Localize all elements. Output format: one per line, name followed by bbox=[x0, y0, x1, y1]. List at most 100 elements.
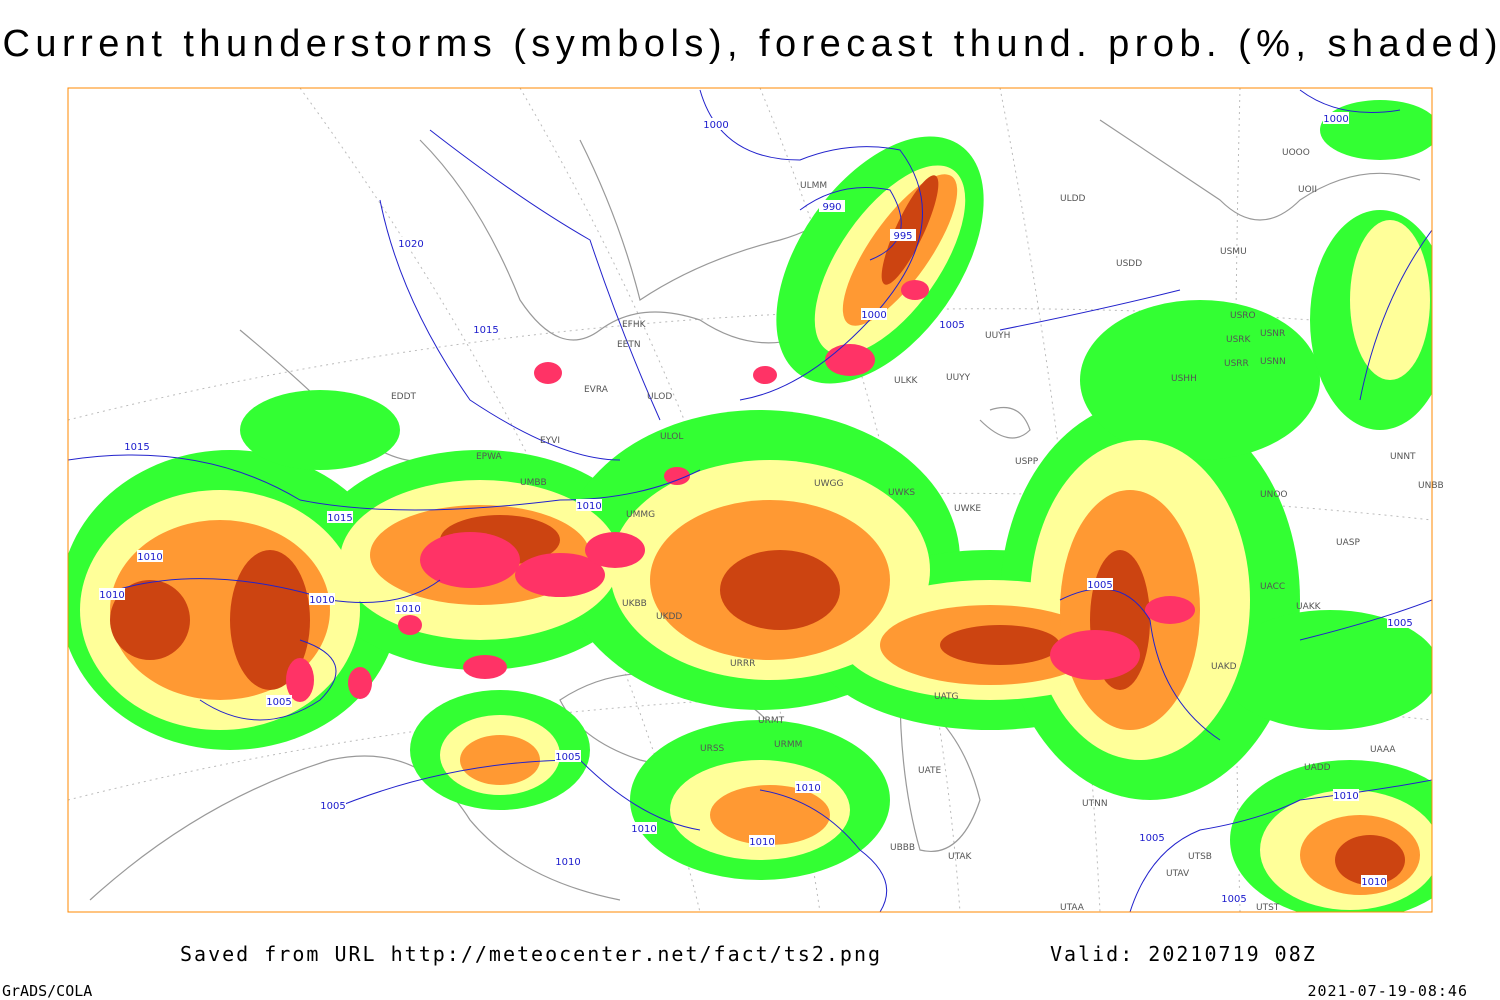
isobar-label: 1000 bbox=[861, 310, 886, 321]
station-label: UATE bbox=[918, 766, 942, 776]
station-label: USRK bbox=[1226, 335, 1252, 345]
title: Current thunderstorms (symbols), forecas… bbox=[3, 23, 1498, 65]
station-label: UAKD bbox=[1211, 662, 1237, 672]
isobar-label: 1015 bbox=[473, 325, 498, 336]
isobar-label: 1020 bbox=[398, 239, 423, 250]
isobar-label-bg bbox=[555, 750, 581, 762]
isobar-label: 995 bbox=[893, 231, 912, 242]
isobar-label: 1010 bbox=[576, 501, 601, 512]
station-label: USNN bbox=[1260, 357, 1286, 367]
station-label: UWKE bbox=[954, 504, 981, 514]
isobar-label: 1010 bbox=[137, 552, 162, 563]
isobar-label-bg bbox=[473, 323, 499, 335]
station-label: UOOO bbox=[1282, 148, 1310, 158]
source-url: Saved from URL http://meteocenter.net/fa… bbox=[180, 942, 882, 966]
station-label: UUYH bbox=[985, 331, 1010, 341]
station-label: UKDD bbox=[656, 612, 682, 622]
station-label: USMU bbox=[1220, 247, 1247, 257]
isobar-label-bg bbox=[631, 822, 657, 834]
station-label: UASP bbox=[1336, 538, 1360, 548]
isobar-label: 1000 bbox=[703, 120, 728, 131]
station-label: USRR bbox=[1224, 359, 1249, 369]
isobar-label: 1010 bbox=[555, 857, 580, 868]
station-label: USRO bbox=[1230, 311, 1256, 321]
valid-time: Valid: 20210719 08Z bbox=[1050, 942, 1317, 966]
isobar-label-bg bbox=[309, 593, 335, 605]
station-label: EYVI bbox=[540, 436, 560, 446]
isobar-label-bg bbox=[124, 440, 150, 452]
isobar-label: 1010 bbox=[631, 824, 656, 835]
station-label: ULOD bbox=[647, 392, 672, 402]
isobar-labels: 1000 1000 990 995 1000 1005 1020 1015 1015 1015 10… bbox=[99, 112, 1413, 905]
station-label: UTAV bbox=[1166, 869, 1190, 879]
station-label: UAAA bbox=[1370, 745, 1396, 755]
isobar-label: 1015 bbox=[327, 513, 352, 524]
isobar-label: 1010 bbox=[749, 837, 774, 848]
station-label: URMT bbox=[758, 716, 785, 726]
station-label: USHH bbox=[1171, 374, 1197, 384]
isobar-label-bg bbox=[1323, 112, 1349, 124]
isobar-label-bg bbox=[395, 602, 421, 614]
isobar-label-bg bbox=[555, 855, 581, 867]
station-label: UWKS bbox=[888, 488, 915, 498]
isobar-label-bg bbox=[703, 118, 729, 130]
isobar-label-bg bbox=[137, 550, 163, 562]
isobar-label: 1005 bbox=[555, 752, 580, 763]
isobar-label: 1010 bbox=[395, 604, 420, 615]
isobar-label-bg bbox=[1333, 789, 1359, 801]
isobar-label: 1010 bbox=[309, 595, 334, 606]
isobar-label: 1005 bbox=[939, 320, 964, 331]
isobar-label: 1010 bbox=[795, 783, 820, 794]
isobar-label: 1010 bbox=[1333, 791, 1358, 802]
isobar-label-bg bbox=[1361, 875, 1387, 887]
isobar-label: 1005 bbox=[1387, 618, 1412, 629]
station-label: UTNN bbox=[1082, 799, 1108, 809]
timestamp: 2021-07-19-08:46 bbox=[1308, 982, 1469, 1000]
isobar-label: 1010 bbox=[1361, 877, 1386, 888]
isobar-label-bg bbox=[795, 781, 821, 793]
map-frame bbox=[67, 87, 1433, 913]
isobar-label: 1010 bbox=[99, 590, 124, 601]
isobar-label: 1005 bbox=[1087, 580, 1112, 591]
isobar-label-bg bbox=[939, 318, 965, 330]
station-label: UWGG bbox=[814, 479, 843, 489]
station-label: UMBB bbox=[520, 478, 547, 488]
software: GrADS/COLA bbox=[2, 982, 92, 1000]
isobar-label-bg bbox=[1139, 831, 1165, 843]
map-area bbox=[68, 88, 1432, 912]
station-label: UACC bbox=[1260, 582, 1285, 592]
isobar-label: 1005 bbox=[1139, 833, 1164, 844]
station-label: EETN bbox=[617, 340, 641, 350]
isobars bbox=[68, 89, 1432, 912]
station-label: ULOL bbox=[660, 432, 683, 442]
station-label: URRR bbox=[730, 659, 755, 669]
isobar-label: 1005 bbox=[266, 697, 291, 708]
isobar-label: 1015 bbox=[124, 442, 149, 453]
station-label: UATG bbox=[934, 692, 959, 702]
station-label: USNR bbox=[1260, 329, 1285, 339]
isobar-label-bg bbox=[861, 308, 887, 320]
station-label: EFHK bbox=[622, 320, 647, 330]
station-label: URSS bbox=[700, 744, 725, 754]
station-label: ULKK bbox=[894, 376, 919, 386]
station-label: USDD bbox=[1116, 259, 1142, 269]
isobar-label-bg bbox=[398, 237, 424, 249]
isobar-label: 1005 bbox=[1221, 894, 1246, 905]
isobar-label-bg bbox=[320, 799, 346, 811]
isobar-label-bg bbox=[890, 229, 916, 241]
isobar-label-bg bbox=[1087, 578, 1113, 590]
station-label: USPP bbox=[1015, 457, 1039, 467]
station-label: EDDT bbox=[391, 392, 417, 402]
isobar-label-bg bbox=[576, 499, 602, 511]
isobar-label-bg bbox=[1221, 892, 1247, 904]
isobar-label-bg bbox=[749, 835, 775, 847]
station-label: UADD bbox=[1304, 763, 1331, 773]
isobar-label-bg bbox=[99, 588, 125, 600]
station-label: UNBB bbox=[1418, 481, 1444, 491]
station-label: UNOO bbox=[1260, 490, 1288, 500]
isobar-label: 1005 bbox=[320, 801, 345, 812]
station-label: UOII bbox=[1298, 185, 1317, 195]
station-label: UKBB bbox=[622, 599, 647, 609]
station-label: ULMM bbox=[800, 181, 827, 191]
